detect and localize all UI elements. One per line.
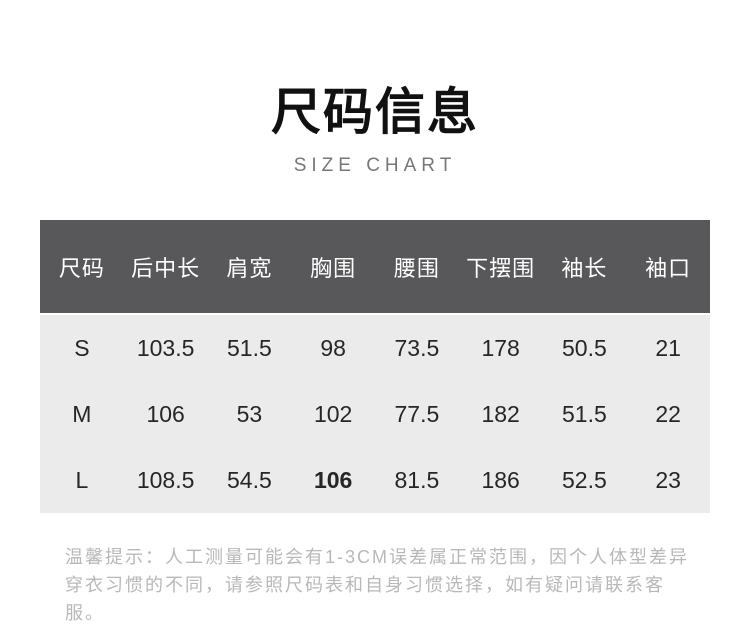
measurement-value: 106 (146, 400, 185, 427)
measurement-value: 22 (655, 400, 681, 427)
measurement-value: 98 (320, 334, 346, 361)
column-header-size: 尺码 (58, 255, 105, 281)
measurement-value: 51.5 (561, 400, 607, 427)
measurement-value: 108.5 (136, 466, 195, 493)
column-header-back-length: 后中长 (131, 255, 201, 281)
measurement-disclaimer-note: 温馨提示：人工测量可能会有1-3CM误差属正常范围，因个人体型差异 穿衣习惯的不… (65, 543, 702, 627)
column-header-waist: 腰围 (393, 255, 440, 281)
measurement-value: 103.5 (136, 334, 195, 361)
measurement-value: 73.5 (394, 334, 440, 361)
column-header-sleeve-length: 袖长 (561, 255, 608, 281)
note-line-2: 穿衣习惯的不同，请参照尺码表和自身习惯选择，如有疑问请联系客服。 (65, 575, 665, 623)
size-table-header-row: 尺码 后中长 肩宽 胸围 腰围 下摆围 袖长 袖口 (40, 220, 710, 315)
measurement-value: 81.5 (394, 466, 440, 493)
measurement-value: 52.5 (561, 466, 607, 493)
size-label: L (75, 466, 89, 493)
measurement-value: 54.5 (226, 466, 272, 493)
measurement-value: 21 (655, 334, 681, 361)
size-table: 尺码 后中长 肩宽 胸围 腰围 下摆围 袖长 袖口 S 103.5 51.5 9… (40, 220, 710, 513)
measurement-value: 53 (236, 400, 263, 427)
measurement-value: 182 (481, 400, 520, 427)
note-line-1: 温馨提示：人工测量可能会有1-3CM误差属正常范围，因个人体型差异 (65, 547, 690, 567)
measurement-value: 50.5 (561, 334, 607, 361)
measurement-value: 102 (313, 400, 353, 427)
column-header-hem: 下摆围 (466, 255, 536, 281)
table-row-l: L 108.5 54.5 106 81.5 186 52.5 23 (40, 447, 710, 513)
column-header-bust: 胸围 (310, 255, 357, 281)
table-row-m: M 106 53 102 77.5 182 51.5 22 (40, 381, 710, 447)
measurement-value-emphasized: 106 (313, 466, 353, 493)
column-header-shoulder: 肩宽 (226, 255, 273, 281)
size-label: S (74, 334, 90, 361)
measurement-value: 186 (481, 466, 520, 493)
column-header-cuff: 袖口 (645, 255, 692, 281)
page-title: 尺码信息 (271, 84, 479, 140)
measurement-value: 51.5 (226, 334, 272, 361)
table-row-s: S 103.5 51.5 98 73.5 178 50.5 21 (40, 315, 710, 381)
measurement-value: 23 (655, 466, 681, 493)
measurement-value: 178 (481, 334, 520, 361)
size-label: M (72, 400, 92, 427)
page-subtitle: SIZE CHART (293, 155, 457, 176)
measurement-value: 77.5 (394, 400, 440, 427)
